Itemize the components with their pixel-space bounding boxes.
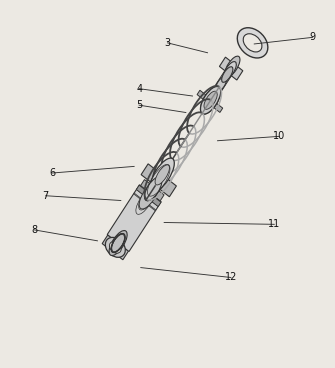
Polygon shape	[207, 71, 231, 104]
Ellipse shape	[141, 181, 159, 206]
Polygon shape	[141, 164, 177, 197]
Polygon shape	[136, 189, 159, 206]
Ellipse shape	[222, 67, 233, 82]
Polygon shape	[102, 235, 128, 260]
Ellipse shape	[237, 28, 268, 58]
Ellipse shape	[225, 56, 240, 77]
Ellipse shape	[110, 241, 121, 253]
Text: 8: 8	[31, 225, 37, 235]
Text: 10: 10	[273, 131, 285, 141]
Ellipse shape	[204, 91, 217, 109]
Ellipse shape	[214, 79, 225, 94]
Polygon shape	[136, 185, 161, 206]
Ellipse shape	[243, 34, 262, 52]
Ellipse shape	[105, 237, 125, 257]
Text: 3: 3	[164, 38, 171, 48]
Polygon shape	[141, 180, 164, 201]
Ellipse shape	[201, 86, 221, 114]
Ellipse shape	[111, 234, 125, 252]
Polygon shape	[107, 185, 161, 252]
Text: 4: 4	[136, 84, 142, 94]
Text: 5: 5	[136, 100, 142, 110]
Polygon shape	[197, 90, 223, 113]
Polygon shape	[134, 193, 156, 211]
Ellipse shape	[204, 91, 217, 109]
Ellipse shape	[145, 177, 162, 201]
Ellipse shape	[150, 158, 174, 192]
Ellipse shape	[145, 177, 162, 201]
Ellipse shape	[223, 61, 236, 80]
Text: 7: 7	[43, 191, 49, 201]
Text: 9: 9	[310, 32, 316, 42]
Text: 12: 12	[225, 272, 237, 283]
Ellipse shape	[155, 165, 170, 185]
Ellipse shape	[216, 77, 227, 92]
Ellipse shape	[109, 230, 127, 255]
Text: 11: 11	[268, 219, 280, 229]
Polygon shape	[219, 57, 243, 80]
Ellipse shape	[139, 183, 158, 209]
Ellipse shape	[201, 86, 221, 114]
Text: 6: 6	[49, 168, 56, 178]
